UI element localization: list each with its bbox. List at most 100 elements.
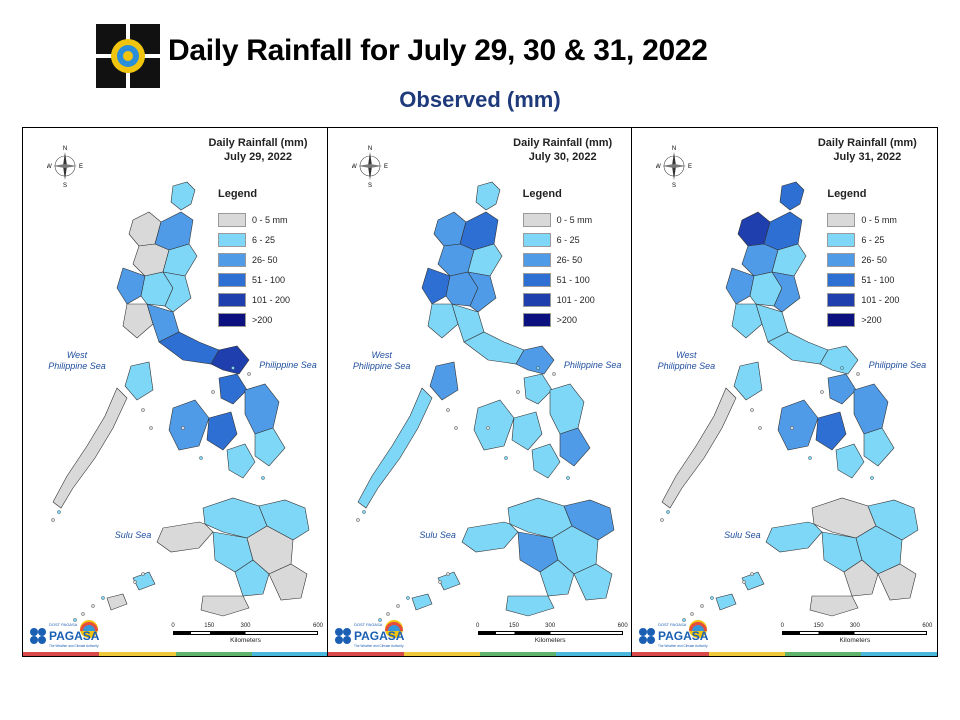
legend-item: 101 - 200 [218, 293, 290, 307]
map-islet [565, 476, 570, 480]
map-region [429, 361, 458, 401]
sulu-sea-label: Sulu Sea [724, 530, 761, 540]
legend-label: >200 [252, 315, 273, 325]
map-islet [133, 580, 137, 584]
color-strip-segment [251, 652, 327, 656]
maps-row: N W E S Daily Rainfall (mm) July 29, 202… [22, 127, 938, 657]
pagasa-top-text: DOST PAGASA [49, 622, 78, 627]
map-region [106, 593, 128, 611]
map-region [505, 595, 555, 617]
scale-bar: 0 150 300 600 Kilometers [476, 623, 628, 647]
compass-rose-icon: N W E S [47, 146, 83, 188]
color-strip-segment [403, 652, 481, 656]
philippines-rainfall-map [51, 181, 310, 622]
scale-ticks: 0 150 300 600 [171, 623, 323, 631]
map-islet [445, 572, 450, 576]
map-region [511, 411, 543, 451]
scale-tick-label: 300 [545, 623, 556, 629]
map-islet [405, 596, 410, 600]
color-strip-segment [99, 652, 176, 656]
legend-swatch [827, 273, 856, 287]
map-region [531, 443, 561, 479]
color-strip [632, 652, 938, 656]
map-islet [535, 366, 540, 370]
scale-bar: 0 150 300 600 Kilometers [781, 623, 933, 647]
map-islet [840, 366, 845, 370]
pagasa-logo-icon: DOST PAGASA PAGASA The Weather and Clima… [334, 620, 404, 648]
map-region [200, 595, 250, 617]
page-title: Daily Rainfall for July 29, 30 & 31, 202… [168, 34, 708, 67]
legend-label: 0 - 5 mm [556, 215, 593, 225]
legend-item: 0 - 5 mm [827, 213, 897, 227]
map-title-line1: Daily Rainfall (mm) [817, 137, 917, 149]
legend-item: 26- 50 [218, 253, 278, 267]
map-islet [453, 426, 458, 430]
pagasa-brand-text: PAGASA [49, 629, 100, 643]
map-region [244, 383, 280, 435]
map-region [206, 411, 238, 451]
legend-item: 51 - 100 [218, 273, 285, 287]
map-region [52, 387, 128, 509]
map-region [816, 411, 847, 451]
map-islet [91, 604, 95, 608]
compass-n-label: N [672, 146, 676, 152]
legend-label: 6 - 25 [252, 235, 276, 245]
west-sea-line1: West [66, 350, 88, 360]
color-strip-segment [23, 652, 100, 656]
legend-label: 0 - 5 mm [252, 215, 288, 225]
map-islet [101, 596, 105, 600]
legend-swatch [218, 313, 246, 327]
map-region [523, 373, 553, 405]
compass-n-label: N [368, 146, 372, 152]
map-region [467, 243, 503, 277]
legend-item: 26- 50 [827, 253, 887, 267]
color-strip-segment [327, 652, 404, 656]
legend-item: 0 - 5 mm [522, 213, 593, 227]
map-islet [750, 572, 755, 576]
map-region [170, 181, 196, 211]
west-sea-line2: Philippine Sea [48, 361, 106, 371]
map-region [122, 303, 154, 339]
map-islet [700, 604, 705, 608]
compass-e-label: E [688, 164, 692, 170]
map-panel-july-29: N W E S Daily Rainfall (mm) July 29, 202… [23, 128, 328, 656]
map-region [819, 345, 859, 375]
legend-label: 51 - 100 [556, 275, 590, 285]
color-strip-segment [784, 652, 862, 656]
pagasa-tagline-text: The Weather and Climate Authority [354, 644, 404, 648]
scale-unit-label: Kilometers [534, 637, 566, 644]
map-region [726, 267, 755, 305]
pagasa-top-text: DOST PAGASA [658, 622, 687, 627]
legend-swatch [827, 233, 856, 247]
scale-tick-label: 150 [813, 623, 824, 629]
scale-bar-graphic [782, 631, 928, 635]
west-sea-line1: West [371, 350, 392, 360]
map-region [461, 521, 519, 553]
legend-item: 6 - 25 [218, 233, 275, 247]
legend-swatch [218, 233, 246, 247]
compass-w-label: W [352, 164, 357, 170]
map-islet [666, 510, 671, 514]
color-strip-segment [556, 652, 632, 656]
map-islet [361, 510, 366, 514]
west-sea-line1: West [676, 350, 697, 360]
map-region [559, 427, 591, 467]
legend-item: 101 - 200 [827, 293, 899, 307]
west-philippine-sea-label: West Philippine Sea [37, 350, 117, 372]
map-panel-july-30: N W E S Daily Rainfall (mm) July 30, 202… [327, 128, 633, 656]
compass-w-label: W [47, 164, 52, 170]
legend-label: 6 - 25 [556, 235, 580, 245]
color-strip [23, 652, 327, 656]
map-islet [750, 408, 755, 412]
compass-e-label: E [384, 164, 388, 170]
map-region [156, 521, 214, 553]
pagasa-logo-icon: DOST PAGASA PAGASA The Weather and Clima… [30, 620, 100, 648]
legend-label: 101 - 200 [252, 295, 291, 305]
map-region [836, 443, 865, 479]
legend-swatch [218, 253, 246, 267]
scale-unit-label: Kilometers [839, 637, 871, 644]
color-strip [327, 652, 632, 656]
map-region [765, 521, 823, 553]
map-region [573, 563, 613, 601]
scale-ticks: 0 150 300 600 [476, 623, 628, 631]
